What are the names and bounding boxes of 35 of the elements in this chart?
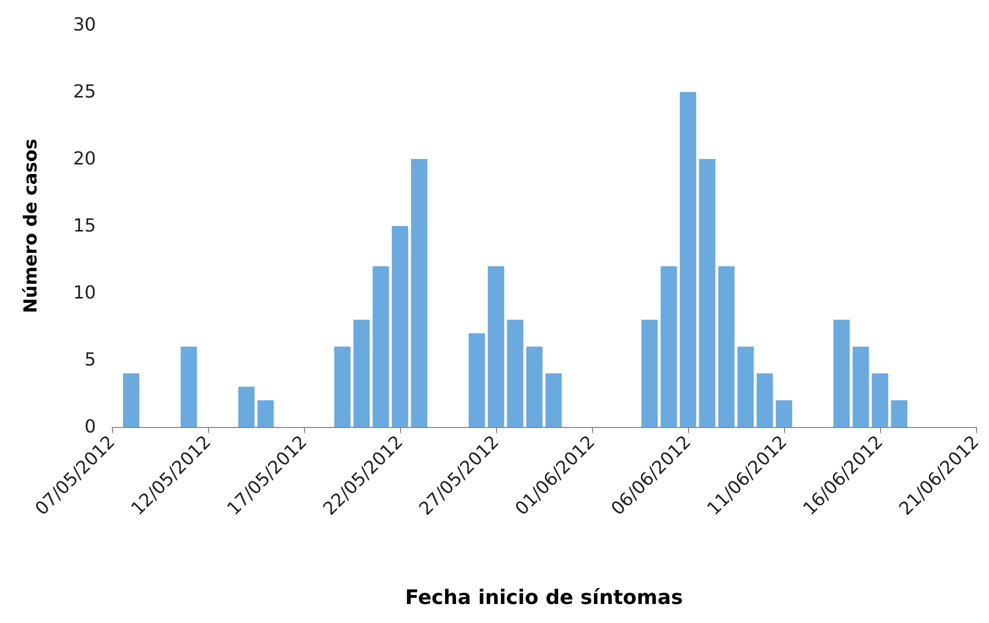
y-axis-title: Número de casos bbox=[20, 138, 42, 314]
y-tick-label: 25 bbox=[73, 82, 96, 102]
bar bbox=[507, 320, 524, 427]
y-tick-label: 30 bbox=[73, 14, 96, 36]
bar bbox=[660, 266, 677, 427]
bar bbox=[238, 386, 255, 427]
bar bbox=[353, 320, 370, 427]
bar bbox=[180, 346, 197, 427]
bar bbox=[718, 266, 735, 427]
y-tick-label: 15 bbox=[73, 216, 96, 236]
bar bbox=[334, 346, 351, 427]
bar bbox=[392, 226, 408, 427]
bar bbox=[872, 373, 888, 427]
bar bbox=[488, 266, 504, 427]
bar bbox=[852, 346, 869, 427]
bar bbox=[468, 333, 485, 427]
y-tick-label: 0 bbox=[84, 416, 96, 438]
bar bbox=[680, 92, 696, 427]
y-tick-label: 5 bbox=[84, 350, 96, 370]
y-tick-label: 20 bbox=[73, 148, 96, 170]
bar bbox=[545, 373, 562, 427]
bar bbox=[411, 159, 428, 427]
bar bbox=[833, 320, 850, 427]
bar bbox=[257, 400, 274, 427]
bar bbox=[641, 320, 658, 427]
bar bbox=[123, 373, 140, 427]
bar bbox=[891, 400, 908, 427]
bar bbox=[776, 400, 792, 427]
bar bbox=[372, 266, 389, 427]
y-tick-label: 10 bbox=[73, 282, 96, 304]
bar bbox=[756, 373, 773, 427]
bar bbox=[737, 346, 754, 427]
bar bbox=[526, 346, 543, 427]
x-axis-title: Fecha inicio de síntomas bbox=[405, 585, 683, 609]
bar bbox=[699, 159, 716, 427]
